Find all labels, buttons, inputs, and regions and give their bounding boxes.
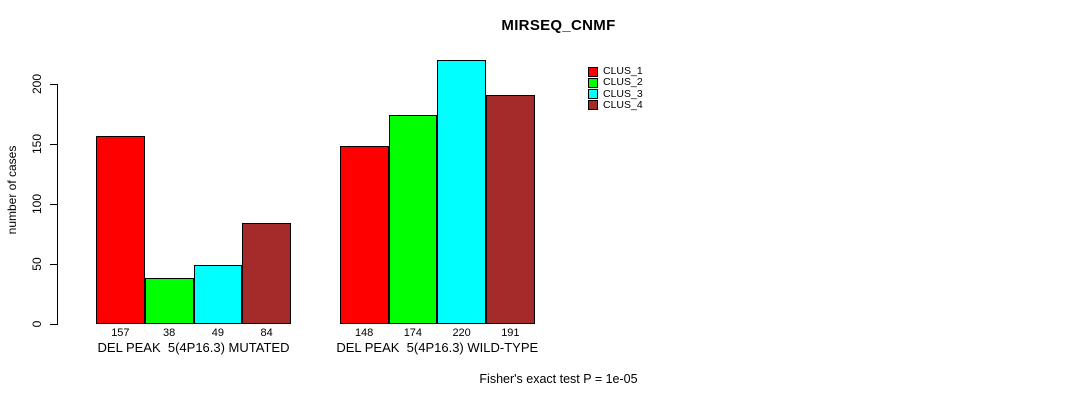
y-tick-label: 100 bbox=[30, 193, 44, 215]
x-group-label: DEL PEAK 5(4P16.3) MUTATED bbox=[97, 340, 290, 355]
legend-label: CLUS_3 bbox=[603, 87, 643, 100]
y-tick-label: 150 bbox=[30, 133, 44, 155]
legend-swatch-clus_3 bbox=[588, 89, 598, 100]
x-group-label: DEL PEAK 5(4P16.3) WILD-TYPE bbox=[336, 340, 539, 355]
legend-row: CLUS_1 bbox=[588, 66, 643, 77]
bar-clus_3-group2 bbox=[437, 60, 486, 324]
y-tick-mark bbox=[50, 84, 57, 85]
bar-clus_2-group2 bbox=[388, 115, 438, 324]
y-tick-mark bbox=[50, 204, 57, 205]
bar-value-label: 38 bbox=[163, 327, 176, 339]
bar-clus_3-group1 bbox=[193, 265, 243, 324]
bar-value-label: 84 bbox=[260, 327, 273, 339]
legend-row: CLUS_2 bbox=[588, 77, 643, 88]
bar-value-label: 157 bbox=[111, 327, 130, 339]
bar-clus_4-group1 bbox=[242, 223, 291, 324]
bar-value-label: 174 bbox=[403, 327, 423, 339]
stat-test-footnote: Fisher's exact test P = 1e-05 bbox=[479, 372, 638, 386]
y-axis-line bbox=[57, 84, 58, 325]
bar-value-label: 191 bbox=[501, 327, 520, 339]
chart-title: MIRSEQ_CNMF bbox=[501, 17, 616, 34]
bar-clus_1-group2 bbox=[339, 146, 389, 324]
legend-swatch-clus_4 bbox=[588, 100, 598, 111]
legend-label: CLUS_1 bbox=[603, 65, 643, 77]
y-tick-mark bbox=[50, 324, 57, 325]
bar-value-label: 220 bbox=[452, 327, 471, 339]
y-tick-mark bbox=[50, 264, 57, 265]
legend-label: CLUS_4 bbox=[603, 98, 643, 111]
y-tick-label: 0 bbox=[30, 320, 44, 328]
legend-label: CLUS_2 bbox=[603, 76, 643, 89]
y-tick-label: 50 bbox=[30, 257, 44, 271]
legend-swatch-clus_2 bbox=[588, 77, 598, 88]
y-tick-label: 200 bbox=[30, 73, 44, 95]
legend-swatch-clus_1 bbox=[588, 66, 598, 77]
bar-clus_2-group1 bbox=[144, 278, 194, 324]
legend-row: CLUS_3 bbox=[588, 87, 643, 100]
y-axis-label: number of cases bbox=[5, 145, 19, 235]
bar-clus_4-group2 bbox=[486, 94, 535, 324]
bar-value-label: 148 bbox=[354, 327, 374, 339]
bar-clus_1-group1 bbox=[96, 135, 145, 324]
y-tick-mark bbox=[50, 144, 57, 145]
bar-value-label: 49 bbox=[211, 327, 224, 339]
legend-row: CLUS_4 bbox=[588, 98, 643, 111]
